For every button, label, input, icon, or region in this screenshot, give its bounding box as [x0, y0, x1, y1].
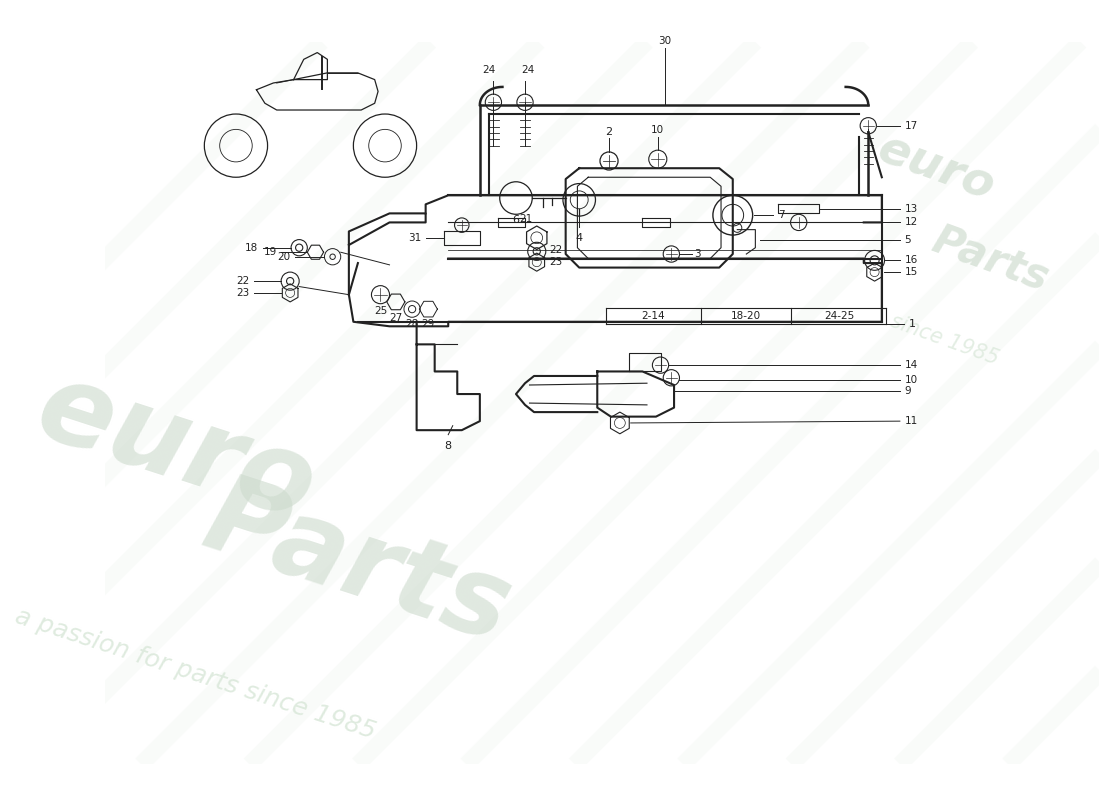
Text: 21: 21	[519, 214, 532, 224]
Text: 18-20: 18-20	[732, 311, 761, 322]
Text: 22: 22	[236, 276, 250, 286]
Text: 10: 10	[904, 375, 917, 386]
Text: 24-25: 24-25	[824, 311, 855, 322]
Text: 11: 11	[904, 416, 917, 426]
Text: 1: 1	[909, 319, 916, 330]
Text: 24: 24	[521, 65, 535, 75]
Text: 5: 5	[904, 235, 911, 246]
Text: a passion for parts since 1985: a passion for parts since 1985	[12, 604, 378, 744]
Text: Parts: Parts	[191, 466, 525, 665]
Text: 22: 22	[549, 245, 563, 254]
Text: 16: 16	[904, 255, 917, 266]
Text: 10: 10	[651, 125, 664, 134]
Text: 3: 3	[694, 249, 701, 259]
Text: 25: 25	[374, 306, 387, 315]
Text: 2: 2	[605, 126, 613, 137]
Text: 24: 24	[482, 65, 495, 75]
Text: since 1985: since 1985	[888, 311, 1002, 369]
Text: 15: 15	[904, 267, 917, 277]
Text: 20: 20	[277, 252, 290, 262]
Text: 9: 9	[904, 386, 911, 396]
Text: 28: 28	[406, 319, 419, 329]
Text: 7: 7	[778, 210, 784, 220]
Text: 23: 23	[236, 288, 250, 298]
Text: 17: 17	[904, 121, 917, 130]
Text: 6: 6	[513, 215, 519, 225]
Text: 14: 14	[904, 360, 917, 370]
Text: 4: 4	[575, 234, 583, 243]
Text: 2-14: 2-14	[641, 311, 666, 322]
Text: 8: 8	[444, 441, 452, 451]
Text: 13: 13	[904, 204, 917, 214]
Text: 19: 19	[263, 247, 276, 258]
Text: 30: 30	[659, 36, 672, 46]
Text: euro: euro	[871, 126, 1001, 210]
Text: 29: 29	[421, 319, 434, 329]
Text: euro: euro	[25, 354, 330, 543]
Text: 12: 12	[904, 218, 917, 227]
Text: 18: 18	[245, 242, 258, 253]
Text: 27: 27	[389, 313, 403, 322]
Text: 23: 23	[549, 257, 563, 267]
Text: 31: 31	[408, 233, 421, 242]
Text: Parts: Parts	[926, 218, 1054, 299]
